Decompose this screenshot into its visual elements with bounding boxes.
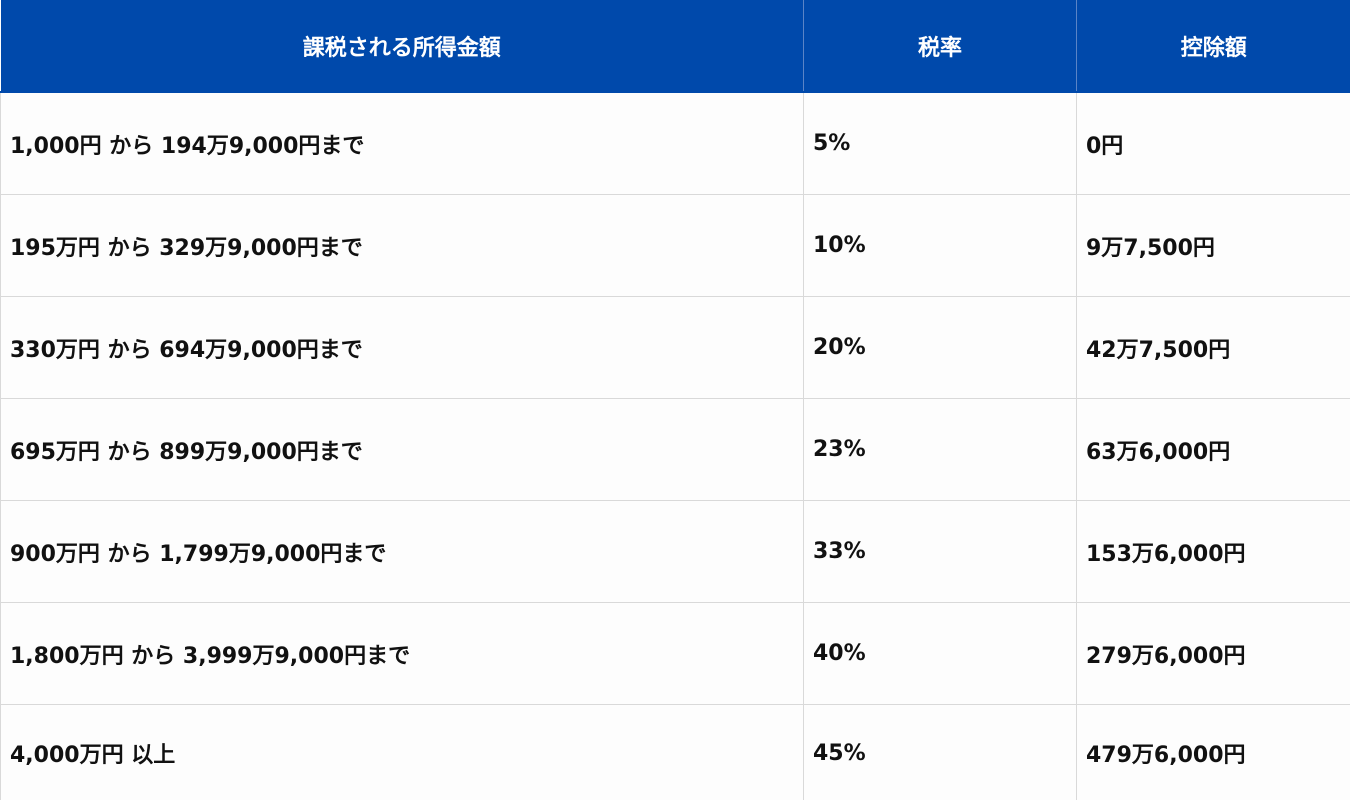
- cell-taxable-income: 695万円 から 899万9,000円まで: [0, 398, 804, 501]
- table-header: 課税される所得金額 税率 控除額: [0, 0, 1350, 93]
- table-row: 195万円 から 329万9,000円まで 10% 9万7,500円: [0, 194, 1350, 297]
- table-row: 695万円 から 899万9,000円まで 23% 63万6,000円: [0, 398, 1350, 501]
- cell-deduction: 279万6,000円: [1076, 602, 1350, 705]
- cell-tax-rate: 40%: [803, 602, 1077, 705]
- cell-taxable-income: 195万円 から 329万9,000円まで: [0, 194, 804, 297]
- table-row: 330万円 から 694万9,000円まで 20% 42万7,500円: [0, 296, 1350, 399]
- cell-deduction: 0円: [1076, 92, 1350, 195]
- header-taxable-income: 課税される所得金額: [0, 0, 804, 93]
- cell-tax-rate: 5%: [803, 92, 1077, 195]
- cell-tax-rate: 20%: [803, 296, 1077, 399]
- cell-taxable-income: 330万円 から 694万9,000円まで: [0, 296, 804, 399]
- table-row: 1,800万円 から 3,999万9,000円まで 40% 279万6,000円: [0, 602, 1350, 705]
- cell-deduction: 9万7,500円: [1076, 194, 1350, 297]
- cell-taxable-income: 4,000万円 以上: [0, 704, 804, 800]
- header-deduction: 控除額: [1076, 0, 1350, 93]
- header-row: 課税される所得金額 税率 控除額: [0, 0, 1350, 93]
- cell-taxable-income: 1,800万円 から 3,999万9,000円まで: [0, 602, 804, 705]
- cell-tax-rate: 45%: [803, 704, 1077, 800]
- cell-tax-rate: 10%: [803, 194, 1077, 297]
- cell-taxable-income: 1,000円 から 194万9,000円まで: [0, 92, 804, 195]
- table-row: 1,000円 から 194万9,000円まで 5% 0円: [0, 92, 1350, 195]
- cell-deduction: 479万6,000円: [1076, 704, 1350, 800]
- cell-taxable-income: 900万円 から 1,799万9,000円まで: [0, 500, 804, 603]
- cell-tax-rate: 23%: [803, 398, 1077, 501]
- table-body: 1,000円 から 194万9,000円まで 5% 0円 195万円 から 32…: [0, 92, 1350, 800]
- cell-tax-rate: 33%: [803, 500, 1077, 603]
- cell-deduction: 63万6,000円: [1076, 398, 1350, 501]
- cell-deduction: 153万6,000円: [1076, 500, 1350, 603]
- table-row: 900万円 から 1,799万9,000円まで 33% 153万6,000円: [0, 500, 1350, 603]
- table-row: 4,000万円 以上 45% 479万6,000円: [0, 704, 1350, 800]
- cell-deduction: 42万7,500円: [1076, 296, 1350, 399]
- header-tax-rate: 税率: [803, 0, 1077, 93]
